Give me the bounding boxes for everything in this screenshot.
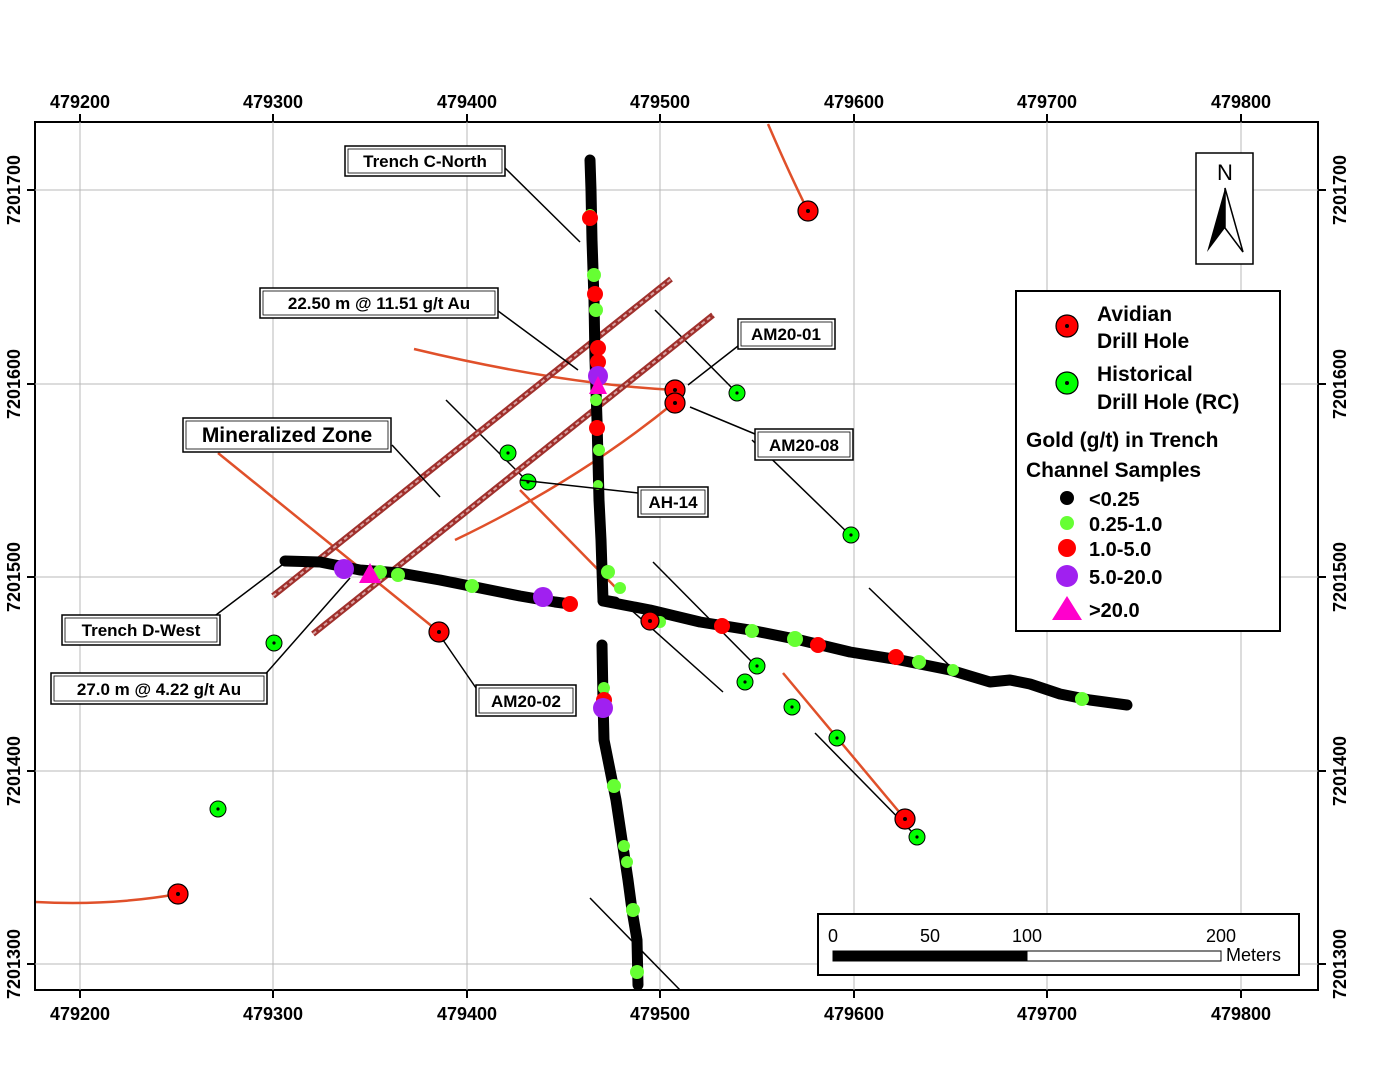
legend-class-magenta-triangle [1052, 596, 1082, 620]
ah-14-label: AH-14 [648, 493, 698, 512]
north-arrow-icon [1207, 188, 1225, 252]
legend-class-label: 0.25-1.0 [1089, 514, 1162, 536]
legend-historical-icon [1055, 371, 1079, 395]
x-tick-bottom: 479800 [1211, 1004, 1271, 1024]
y-tick-left: 7201400 [4, 736, 24, 806]
tick-marks [27, 114, 1326, 998]
callout-mineralized-zone: Mineralized Zone [182, 417, 392, 453]
x-tick-top: 479300 [243, 92, 303, 112]
callout-ah-14: AH-14 [637, 486, 709, 518]
legend-class-label: 5.0-20.0 [1089, 567, 1162, 589]
callout-leaders [207, 167, 756, 689]
trench-d-west-label: Trench D-West [82, 621, 201, 640]
x-tick-top: 479200 [50, 92, 110, 112]
legend-historical-line1: Historical [1097, 363, 1193, 386]
am20-08-label: AM20-08 [769, 436, 839, 455]
x-tick-bottom: 479300 [243, 1004, 303, 1024]
y-tick-left: 7201300 [4, 929, 24, 999]
historical-drill-holes [209, 384, 926, 846]
legend-avidian-line2: Drill Hole [1097, 330, 1189, 353]
x-tick-top: 479700 [1017, 92, 1077, 112]
scale-label: 50 [920, 926, 940, 946]
legend-class-green-dot [1060, 516, 1074, 530]
scale-unit: Meters [1226, 945, 1281, 965]
legend: Avidian Drill Hole Historical Drill Hole… [1015, 290, 1281, 632]
x-tick-bottom: 479700 [1017, 1004, 1077, 1024]
legend-gold-title-line2: Channel Samples [1026, 459, 1201, 482]
y-tick-left: 7201500 [4, 542, 24, 612]
x-tick-bottom: 479400 [437, 1004, 497, 1024]
x-tick-bottom: 479600 [824, 1004, 884, 1024]
y-tick-left: 7201700 [4, 155, 24, 225]
callout-am20-01: AM20-01 [737, 318, 836, 350]
trench-samples-green [373, 209, 1089, 979]
mineralized-zone-label: Mineralized Zone [202, 424, 372, 447]
callout-intercept-1: 22.50 m @ 11.51 g/t Au [259, 287, 499, 319]
legend-avidian-icon [1055, 314, 1079, 338]
intercept-2-label: 27.0 m @ 4.22 g/t Au [77, 680, 241, 699]
x-tick-bottom: 479500 [630, 1004, 690, 1024]
legend-class-label: >20.0 [1089, 600, 1140, 622]
scale-label: 100 [1012, 926, 1042, 946]
avidian-drill-holes [167, 200, 916, 905]
legend-class-label: 1.0-5.0 [1089, 539, 1151, 561]
y-tick-right: 7201600 [1330, 349, 1350, 419]
avidian-drill-traces [35, 123, 906, 905]
x-tick-bottom: 479200 [50, 1004, 110, 1024]
scale-label: 0 [828, 926, 838, 946]
intercept-1-label: 22.50 m @ 11.51 g/t Au [288, 294, 470, 313]
callout-am20-08: AM20-08 [754, 428, 854, 461]
legend-class-black-dot [1060, 491, 1074, 505]
am20-02-label: AM20-02 [491, 692, 561, 711]
callout-trench-c-north: Trench C-North [344, 145, 506, 177]
y-tick-left: 7201600 [4, 349, 24, 419]
legend-avidian-line1: Avidian [1097, 303, 1172, 326]
scale-bar: 0 50 100 200 Meters [817, 913, 1300, 976]
x-tick-top: 479400 [437, 92, 497, 112]
north-arrow-label: N [1217, 160, 1233, 185]
legend-class-label: <0.25 [1089, 489, 1140, 511]
legend-historical-line2: Drill Hole (RC) [1097, 391, 1239, 414]
trench-c-north-label: Trench C-North [363, 152, 487, 171]
y-tick-right: 7201300 [1330, 929, 1350, 999]
callout-intercept-2: 27.0 m @ 4.22 g/t Au [50, 672, 268, 705]
am20-01-label: AM20-01 [751, 325, 821, 344]
y-tick-right: 7201500 [1330, 542, 1350, 612]
y-tick-right: 7201700 [1330, 155, 1350, 225]
legend-class-purple-dot [1056, 565, 1078, 587]
callout-trench-d-west: Trench D-West [61, 614, 221, 646]
trench-samples-magenta [359, 376, 607, 583]
x-tick-top: 479500 [630, 92, 690, 112]
y-tick-right: 7201400 [1330, 736, 1350, 806]
scale-label: 200 [1206, 926, 1236, 946]
x-tick-top: 479600 [824, 92, 884, 112]
legend-class-red-dot [1058, 539, 1076, 557]
north-arrow: N [1195, 152, 1254, 265]
x-tick-top: 479800 [1211, 92, 1271, 112]
scale-bar-box [817, 913, 1300, 976]
callout-am20-02: AM20-02 [475, 684, 577, 717]
legend-gold-title-line1: Gold (g/t) in Trench [1026, 429, 1219, 452]
